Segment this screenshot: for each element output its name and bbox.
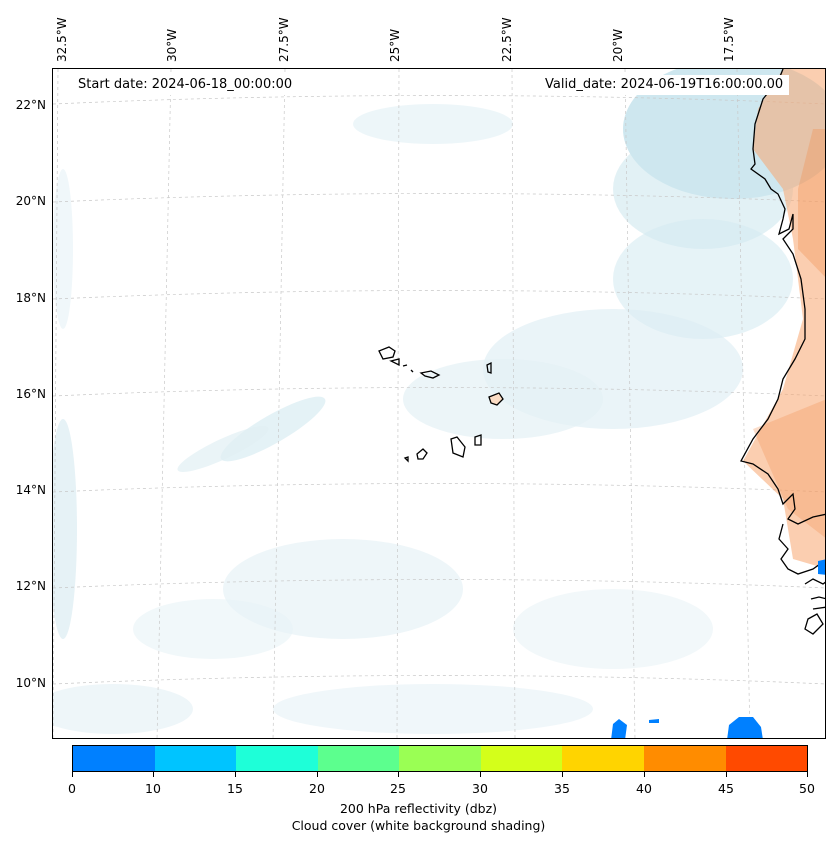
colorbar-tick-label: 15 bbox=[227, 781, 243, 796]
cloud-cover-shading bbox=[53, 69, 825, 734]
colorbar-tick bbox=[153, 772, 154, 777]
map-area[interactable] bbox=[52, 68, 826, 739]
colorbar-segment bbox=[73, 746, 155, 771]
lat-label: 16°N bbox=[15, 387, 46, 401]
lon-label: 25°W bbox=[388, 28, 402, 62]
colorbar-tick-label: 25 bbox=[390, 781, 406, 796]
start-date-label: Start date: 2024-06-18_00:00:00 bbox=[72, 75, 299, 95]
lon-label: 27.5°W bbox=[277, 17, 291, 62]
lon-label: 17.5°W bbox=[722, 17, 736, 62]
colorbar-tick bbox=[562, 772, 563, 777]
colorbar-tick-label: 50 bbox=[799, 781, 815, 796]
colorbar-segment bbox=[480, 746, 563, 771]
colorbar-segment bbox=[643, 746, 726, 771]
cape-verde-islands bbox=[378, 346, 504, 463]
colorbar-tick bbox=[807, 772, 808, 777]
colorbar-tick bbox=[317, 772, 318, 777]
colorbar-tick-label: 45 bbox=[718, 781, 734, 796]
lat-label: 22°N bbox=[15, 98, 46, 112]
colorbar-tick bbox=[726, 772, 727, 777]
colorbar-tick bbox=[72, 772, 73, 777]
colorbar-segment bbox=[154, 746, 237, 771]
valid-date-label: Valid_date: 2024-06-19T16:00:00.00 bbox=[539, 75, 790, 95]
colorbar-tick-label: 35 bbox=[554, 781, 570, 796]
reflectivity-cells bbox=[611, 559, 825, 738]
lat-label: 10°N bbox=[15, 676, 46, 690]
colorbar bbox=[72, 745, 808, 772]
colorbar-tick bbox=[235, 772, 236, 777]
colorbar-tick bbox=[398, 772, 399, 777]
colorbar-tick bbox=[644, 772, 645, 777]
colorbar-tick-label: 0 bbox=[68, 781, 76, 796]
colorbar-tick bbox=[480, 772, 481, 777]
lon-label: 32.5°W bbox=[55, 17, 69, 62]
colorbar-subtitle: Cloud cover (white background shading) bbox=[291, 818, 546, 833]
lon-label: 22.5°W bbox=[500, 17, 514, 62]
colorbar-title: 200 hPa reflectivity (dbz) bbox=[339, 801, 498, 816]
lon-label: 30°W bbox=[165, 28, 179, 62]
colorbar-tick-label: 10 bbox=[145, 781, 161, 796]
land-shading bbox=[743, 69, 825, 569]
gridlines bbox=[53, 69, 825, 738]
colorbar-segment bbox=[399, 746, 481, 771]
lon-label: 20°W bbox=[611, 28, 625, 62]
lat-label: 20°N bbox=[15, 194, 46, 208]
colorbar-segment bbox=[562, 746, 644, 771]
lat-label: 12°N bbox=[15, 579, 46, 593]
coastline bbox=[740, 69, 825, 635]
colorbar-tick-label: 20 bbox=[309, 781, 325, 796]
colorbar-tick-label: 30 bbox=[472, 781, 488, 796]
colorbar-segment bbox=[317, 746, 400, 771]
lat-label: 14°N bbox=[15, 483, 46, 497]
colorbar-tick-label: 40 bbox=[636, 781, 652, 796]
colorbar-segment bbox=[725, 746, 808, 771]
lat-label: 18°N bbox=[15, 291, 46, 305]
colorbar-segment bbox=[236, 746, 318, 771]
map-canvas bbox=[53, 69, 825, 738]
